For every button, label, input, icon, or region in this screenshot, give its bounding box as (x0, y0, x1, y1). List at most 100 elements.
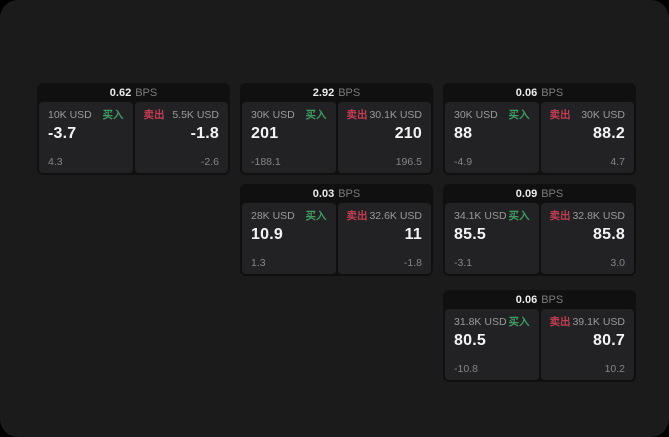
buy-price: -3.7 (48, 124, 77, 142)
sell-price: -1.8 (190, 124, 219, 142)
quote-card: 0.62 BPS 10K USD 买入 -3.7 4.3 卖出 5.5K USD… (37, 83, 230, 175)
buy-sub-value: 4.3 (48, 155, 63, 168)
sell-price: 85.8 (593, 225, 625, 243)
buy-panel-top: 28K USD 买入 (251, 211, 327, 222)
buy-panel[interactable]: 34.1K USD 买入 85.5 -3.1 (445, 203, 539, 274)
sell-price: 80.7 (593, 331, 625, 349)
buy-panel[interactable]: 30K USD 买入 88 -4.9 (445, 102, 539, 173)
buy-amount: 28K USD (251, 210, 295, 222)
sell-amount: 30.1K USD (369, 109, 422, 121)
quote-card: 0.09 BPS 34.1K USD 买入 85.5 -3.1 卖出 32.8K… (443, 184, 636, 276)
buy-side-label: 买入 (508, 316, 530, 328)
sell-sub-value: -2.6 (200, 155, 219, 168)
bps-unit-label: BPS (541, 87, 564, 99)
buy-sub-value: -188.1 (251, 155, 281, 168)
buy-price: 10.9 (251, 225, 283, 243)
card-header: 0.06 BPS (445, 292, 634, 309)
sell-amount: 30K USD (581, 109, 625, 121)
sell-panel-top: 卖出 5.5K USD (144, 110, 220, 121)
buy-sub-value: 1.3 (251, 256, 266, 269)
quote-panels: 10K USD 买入 -3.7 4.3 卖出 5.5K USD -1.8 -2.… (39, 102, 228, 173)
buy-side-label: 买入 (508, 210, 530, 222)
bps-value: 2.92 (312, 87, 335, 99)
bps-value: 0.09 (515, 188, 538, 200)
card-header: 0.03 BPS (242, 186, 431, 203)
buy-sub-value: -3.1 (454, 256, 473, 269)
card-header: 0.62 BPS (39, 85, 228, 102)
sell-amount: 39.1K USD (572, 316, 625, 328)
buy-side-label: 买入 (508, 109, 530, 121)
buy-price: 80.5 (454, 331, 486, 349)
sell-amount: 32.8K USD (572, 210, 625, 222)
sell-panel[interactable]: 卖出 5.5K USD -1.8 -2.6 (134, 102, 228, 173)
sell-amount: 32.6K USD (369, 210, 422, 222)
buy-sub-value: -10.8 (454, 362, 478, 375)
quote-panels: 30K USD 买入 88 -4.9 卖出 30K USD 88.2 4.7 (445, 102, 634, 173)
buy-panel[interactable]: 30K USD 买入 201 -188.1 (242, 102, 336, 173)
sell-sub-value: 4.7 (610, 155, 625, 168)
sell-panel-top: 卖出 32.8K USD (550, 211, 626, 222)
sell-panel[interactable]: 卖出 32.8K USD 85.8 3.0 (540, 203, 634, 274)
buy-side-label: 买入 (102, 109, 124, 121)
buy-panel[interactable]: 31.8K USD 买入 80.5 -10.8 (445, 309, 539, 380)
bps-value: 0.03 (312, 188, 335, 200)
buy-panel-top: 10K USD 买入 (48, 110, 124, 121)
sell-sub-value: 10.2 (604, 362, 625, 375)
bps-unit-label: BPS (338, 87, 361, 99)
quote-card: 0.03 BPS 28K USD 买入 10.9 1.3 卖出 32.6K US… (240, 184, 433, 276)
sell-side-label: 卖出 (549, 210, 571, 222)
sell-side-label: 卖出 (346, 109, 368, 121)
quote-card: 2.92 BPS 30K USD 买入 201 -188.1 卖出 30.1K … (240, 83, 433, 175)
buy-panel[interactable]: 10K USD 买入 -3.7 4.3 (39, 102, 133, 173)
sell-side-label: 卖出 (549, 109, 571, 121)
sell-price: 210 (394, 124, 422, 142)
sell-panel-top: 卖出 32.6K USD (347, 211, 423, 222)
sell-panel-top: 卖出 30K USD (550, 110, 626, 121)
sell-price: 88.2 (593, 124, 625, 142)
buy-price: 88 (454, 124, 473, 142)
sell-amount: 5.5K USD (172, 109, 219, 121)
sell-panel-top: 卖出 30.1K USD (347, 110, 423, 121)
sell-panel-top: 卖出 39.1K USD (550, 317, 626, 328)
sell-side-label: 卖出 (549, 316, 571, 328)
buy-side-label: 买入 (305, 210, 327, 222)
quote-panels: 34.1K USD 买入 85.5 -3.1 卖出 32.8K USD 85.8… (445, 203, 634, 274)
sell-panel[interactable]: 卖出 39.1K USD 80.7 10.2 (540, 309, 634, 380)
buy-panel-top: 30K USD 买入 (251, 110, 327, 121)
card-header: 0.09 BPS (445, 186, 634, 203)
buy-panel-top: 31.8K USD 买入 (454, 317, 530, 328)
sell-panel[interactable]: 卖出 30K USD 88.2 4.7 (540, 102, 634, 173)
quote-panels: 28K USD 买入 10.9 1.3 卖出 32.6K USD 11 -1.8 (242, 203, 431, 274)
sell-side-label: 卖出 (346, 210, 368, 222)
bps-unit-label: BPS (338, 188, 361, 200)
bps-unit-label: BPS (541, 294, 564, 306)
sell-price: 11 (404, 225, 422, 243)
buy-amount: 31.8K USD (454, 316, 507, 328)
quote-panels: 30K USD 买入 201 -188.1 卖出 30.1K USD 210 1… (242, 102, 431, 173)
card-header: 2.92 BPS (242, 85, 431, 102)
card-header: 0.06 BPS (445, 85, 634, 102)
buy-panel-top: 34.1K USD 买入 (454, 211, 530, 222)
sell-sub-value: 196.5 (395, 155, 422, 168)
buy-amount: 34.1K USD (454, 210, 507, 222)
sell-sub-value: 3.0 (610, 256, 625, 269)
bps-value: 0.06 (515, 87, 538, 99)
bps-unit-label: BPS (541, 188, 564, 200)
bps-value: 0.06 (515, 294, 538, 306)
sell-sub-value: -1.8 (403, 256, 422, 269)
buy-amount: 10K USD (48, 109, 92, 121)
sell-panel[interactable]: 卖出 32.6K USD 11 -1.8 (337, 203, 431, 274)
buy-side-label: 买入 (305, 109, 327, 121)
buy-amount: 30K USD (454, 109, 498, 121)
bps-unit-label: BPS (135, 87, 158, 99)
sell-panel[interactable]: 卖出 30.1K USD 210 196.5 (337, 102, 431, 173)
buy-sub-value: -4.9 (454, 155, 473, 168)
buy-price: 201 (251, 124, 279, 142)
buy-panel-top: 30K USD 买入 (454, 110, 530, 121)
sell-side-label: 卖出 (143, 109, 165, 121)
quote-panels: 31.8K USD 买入 80.5 -10.8 卖出 39.1K USD 80.… (445, 309, 634, 380)
buy-panel[interactable]: 28K USD 买入 10.9 1.3 (242, 203, 336, 274)
bps-value: 0.62 (109, 87, 132, 99)
buy-amount: 30K USD (251, 109, 295, 121)
